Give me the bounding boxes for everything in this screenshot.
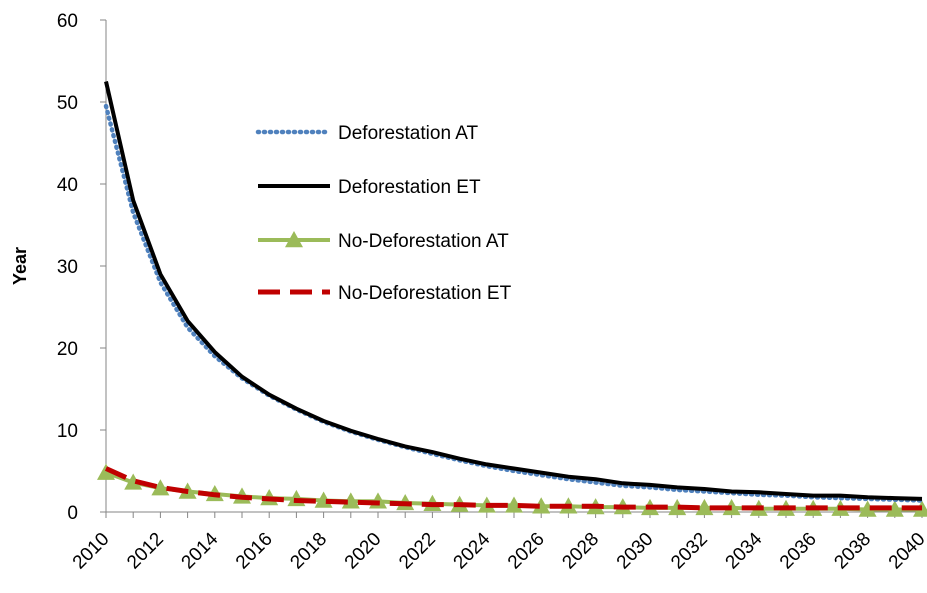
axes	[100, 19, 923, 518]
x-tick-label: 2012	[123, 529, 168, 574]
x-tick-label: 2034	[722, 528, 767, 573]
x-tick-label: 2036	[776, 529, 821, 574]
x-tick-label: 2038	[830, 529, 875, 574]
x-tick-label: 2030	[613, 529, 658, 574]
series-line-deforestation-et	[104, 81, 923, 501]
series-layer	[97, 81, 927, 517]
y-tick-labels: 0 10 20 30 40 50 60	[57, 11, 78, 524]
y-axis-title: Year	[10, 247, 30, 285]
data-point-marker	[668, 498, 687, 516]
y-tick-label: 50	[57, 93, 78, 114]
data-point-marker	[151, 479, 170, 496]
legend: Deforestation AT Deforestation ET No-Defor…	[255, 123, 512, 304]
legend-marker	[285, 231, 303, 248]
legend-label: Deforestation ET	[338, 177, 481, 198]
x-tick-label: 2026	[504, 529, 549, 574]
y-tick-label: 40	[57, 175, 78, 196]
data-point-marker	[885, 500, 904, 517]
series-line-no-deforestation-et	[104, 466, 922, 511]
x-tick-label: 2028	[558, 529, 603, 574]
data-point-marker	[532, 497, 551, 514]
x-tick-label: 2014	[178, 528, 223, 573]
y-axis-title-group: Year	[10, 247, 30, 285]
x-tick-label: 2016	[232, 529, 277, 574]
legend-label: No-Deforestation AT	[338, 231, 509, 252]
y-tick-label: 60	[57, 11, 78, 32]
legend-label: Deforestation AT	[338, 123, 479, 144]
y-tick-label: 0	[67, 503, 78, 524]
x-tick-labels: 2010 2012 2014 2016 2018 2020 2022 2024 2026 2028…	[69, 528, 927, 573]
x-tick-label: 2022	[395, 529, 440, 574]
y-tick-label: 10	[57, 421, 78, 442]
data-point-marker	[695, 498, 714, 516]
x-tick-label: 2010	[69, 529, 114, 574]
data-point-marker	[97, 463, 115, 480]
y-tick-label: 20	[57, 339, 78, 360]
series-line-deforestation-at	[103, 103, 925, 503]
data-point-marker	[858, 500, 877, 517]
y-tick-label: 30	[57, 257, 78, 278]
x-tick-label: 2040	[885, 529, 927, 574]
x-tick-label: 2024	[450, 528, 495, 573]
data-point-marker	[124, 473, 143, 490]
x-tick-label: 2032	[667, 529, 712, 574]
x-tick-label: 2020	[341, 529, 386, 574]
data-point-marker	[505, 496, 523, 513]
x-tick-label: 2018	[286, 529, 331, 574]
legend-label: No-Deforestation ET	[338, 283, 512, 304]
